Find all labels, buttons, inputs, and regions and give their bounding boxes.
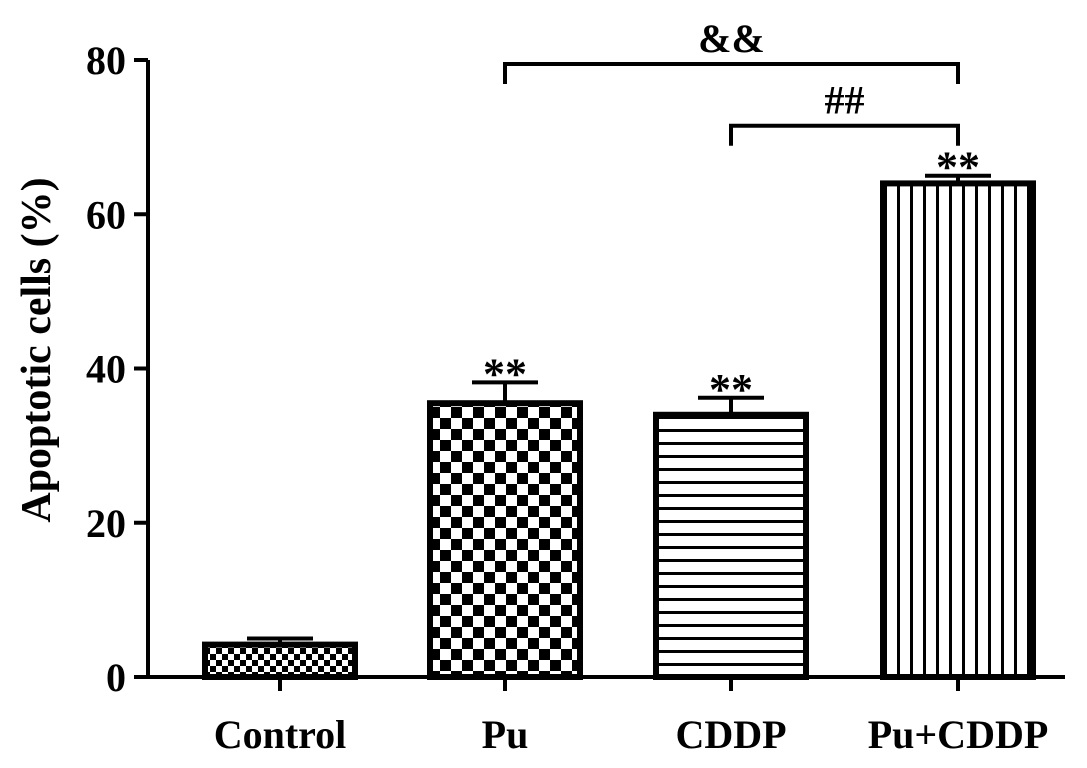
y-tick-label: 60 bbox=[86, 192, 126, 237]
y-axis-label: Apoptotic cells (%) bbox=[14, 177, 60, 522]
bar-cddp bbox=[656, 414, 806, 677]
significance-label: ** bbox=[483, 349, 527, 398]
bar-pu bbox=[430, 403, 580, 677]
x-tick-label: Pu+CDDP bbox=[868, 712, 1049, 757]
significance-label: ** bbox=[709, 365, 753, 414]
bar-control bbox=[205, 644, 355, 677]
y-tick-label: 0 bbox=[106, 655, 126, 700]
x-tick-label: CDDP bbox=[675, 712, 786, 757]
comparison-label: && bbox=[698, 16, 765, 61]
comparison-label: ## bbox=[825, 78, 865, 123]
comparison-brackets: && ## bbox=[503, 16, 960, 146]
y-tick-label: 20 bbox=[86, 501, 126, 546]
x-axis-ticks: Control Pu CDDP Pu+CDDP bbox=[214, 677, 1049, 757]
bar-pu-cddp bbox=[883, 183, 1033, 677]
x-tick-label: Control bbox=[214, 712, 347, 757]
significance-label: ** bbox=[936, 143, 980, 192]
comparison-bracket bbox=[729, 123, 960, 146]
y-tick-label: 40 bbox=[86, 347, 126, 392]
y-axis-ticks: 0 20 40 60 80 bbox=[86, 38, 148, 700]
comparison-bracket bbox=[503, 62, 960, 84]
y-tick-label: 80 bbox=[86, 38, 126, 83]
x-tick-label: Pu bbox=[482, 712, 529, 757]
bars-group: ** ** ** bbox=[202, 143, 1036, 680]
